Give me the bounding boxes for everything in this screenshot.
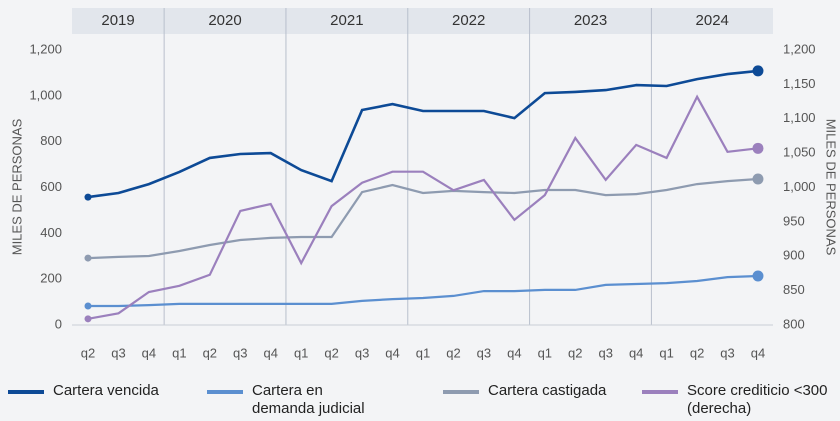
- y2-tick-label: 900: [783, 248, 805, 263]
- x-tick-label: q2: [81, 345, 95, 360]
- year-label: 2019: [101, 12, 134, 29]
- series-line: [88, 274, 759, 308]
- x-tick-label: q2: [568, 345, 582, 360]
- x-tick-label: q1: [172, 345, 186, 360]
- x-tick-label: q4: [385, 345, 399, 360]
- x-tick-label: q1: [294, 345, 308, 360]
- y-tick-label: 0: [55, 316, 62, 331]
- legend-label: Cartera castigada: [488, 382, 607, 399]
- series-line: [87, 69, 759, 199]
- y2-tick-label: 950: [783, 213, 805, 228]
- legend-swatch: [443, 390, 479, 394]
- end-marker: [752, 142, 764, 154]
- start-marker: [84, 315, 92, 323]
- x-tick-label: q3: [233, 345, 247, 360]
- y-tick-label: 800: [40, 133, 62, 148]
- year-label: 2022: [452, 12, 485, 29]
- legend-swatch: [207, 390, 243, 394]
- legend-item: Cartera en demanda judicial: [207, 382, 377, 418]
- year-label: 2024: [696, 12, 729, 29]
- x-tick-label: q4: [263, 345, 277, 360]
- legend-label: Cartera en demanda judicial: [252, 382, 365, 417]
- y2-tick-label: 850: [783, 282, 805, 297]
- legend-item: Cartera vencida: [8, 382, 198, 400]
- x-tick-label: q2: [324, 345, 338, 360]
- series-line: [87, 94, 759, 320]
- y2-axis-title: MILES DE PERSONAS: [824, 119, 839, 256]
- y-axis-title: MILES DE PERSONAS: [9, 118, 24, 255]
- start-marker: [84, 254, 92, 262]
- y-tick-label: 400: [40, 225, 62, 240]
- x-tick-label: q2: [690, 345, 704, 360]
- end-marker: [752, 270, 764, 282]
- year-label: 2021: [330, 12, 363, 29]
- x-tick-label: q4: [751, 345, 765, 360]
- legend-swatch: [642, 390, 678, 394]
- x-tick-label: q1: [538, 345, 552, 360]
- x-tick-label: q3: [598, 345, 612, 360]
- x-tick-label: q1: [659, 345, 673, 360]
- legend-label: Cartera vencida: [53, 382, 159, 399]
- year-band: [72, 8, 773, 34]
- legend-item: Cartera castigada: [443, 382, 633, 400]
- start-marker: [84, 193, 92, 201]
- x-tick-label: q4: [629, 345, 643, 360]
- start-marker: [84, 302, 92, 310]
- legend-label: Score crediticio <300 (derecha): [687, 382, 828, 417]
- x-tick-label: q3: [111, 345, 125, 360]
- y2-tick-label: 1,150: [783, 76, 816, 91]
- x-tick-label: q3: [720, 345, 734, 360]
- x-tick-label: q2: [446, 345, 460, 360]
- x-tick-label: q4: [507, 345, 521, 360]
- y2-tick-label: 1,050: [783, 145, 816, 160]
- x-tick-label: q1: [416, 345, 430, 360]
- legend-swatch: [8, 390, 44, 394]
- y-tick-label: 200: [40, 271, 62, 286]
- x-tick-label: q3: [477, 345, 491, 360]
- x-tick-label: q2: [203, 345, 217, 360]
- year-label: 2020: [208, 12, 241, 29]
- chart: MILES DE PERSONAS MILES DE PERSONAS 0 200…: [9, 8, 839, 360]
- y-tick-label: 1,200: [29, 41, 62, 56]
- end-marker: [752, 65, 764, 77]
- end-marker: [752, 173, 764, 185]
- y-tick-label: 600: [40, 179, 62, 194]
- y2-tick-label: 1,200: [783, 41, 816, 56]
- series-line: [87, 177, 759, 260]
- y2-tick-label: 1,100: [783, 110, 816, 125]
- y2-tick-label: 1,000: [783, 179, 816, 194]
- y2-tick-label: 800: [783, 316, 805, 331]
- year-label: 2023: [574, 12, 607, 29]
- legend-item: Score crediticio <300 (derecha): [642, 382, 837, 418]
- x-tick-label: q4: [142, 345, 156, 360]
- x-tick-label: q3: [355, 345, 369, 360]
- y-tick-label: 1,000: [29, 87, 62, 102]
